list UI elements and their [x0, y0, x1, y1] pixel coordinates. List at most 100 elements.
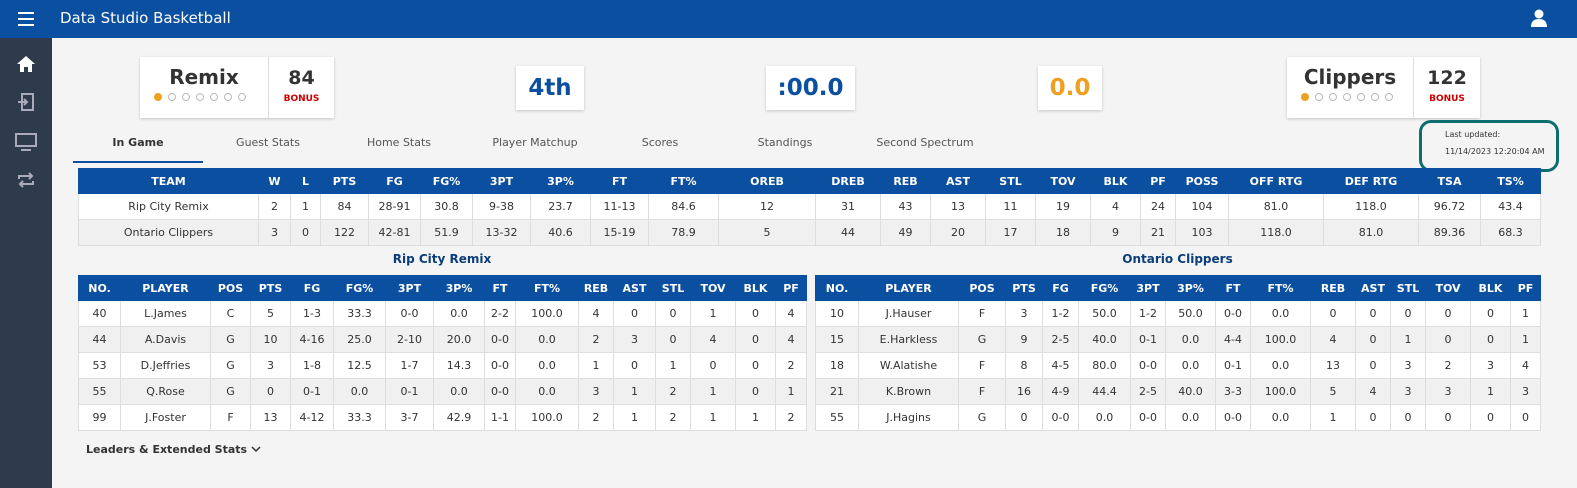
- monitor-icon[interactable]: [15, 133, 37, 151]
- column-header: FT%: [648, 168, 719, 194]
- table-cell: 0: [735, 352, 776, 379]
- column-header: PTS: [320, 168, 369, 194]
- table-cell: 2: [1425, 352, 1471, 379]
- table-cell: 4: [775, 300, 807, 327]
- column-header: PTS: [250, 275, 291, 301]
- tab[interactable]: Guest Stats: [236, 136, 300, 149]
- table-cell: 9: [1090, 219, 1141, 246]
- column-header: AST: [613, 275, 656, 301]
- column-header: AST: [930, 168, 986, 194]
- tab[interactable]: Standings: [757, 136, 813, 149]
- column-header: L: [290, 168, 321, 194]
- column-header: POSS: [1175, 168, 1229, 194]
- table-cell: 13: [1310, 352, 1356, 379]
- column-header: TOV: [1425, 275, 1471, 301]
- login-icon[interactable]: [17, 93, 35, 111]
- table-cell: W.Alatishe: [858, 352, 959, 379]
- table-cell: 0.0: [1165, 404, 1216, 431]
- table-cell: 0-0: [484, 378, 516, 405]
- table-row: 44 A.Davis G 10 4-16 25.0 2-10 20.0 0-0 0.0 2 3 0 4 0 4: [78, 326, 807, 353]
- table-row: 18 W.Alatishe F 8 4-5 80.0 0-0 0.0 0-1 0.0 13 0 3 2 3 4: [815, 352, 1541, 379]
- table-cell: 0-0: [484, 326, 516, 353]
- user-icon[interactable]: [1530, 9, 1548, 27]
- table-row: Rip City Remix 2 1 84 28-91 30.8 9-38 23.7 11-13…: [78, 193, 1541, 220]
- table-cell: 50.0: [1078, 300, 1131, 327]
- table-row: 55 J.Hagins G 0 0-0 0.0 0-0 0.0 0-0 0.0 1 0 0 0 0 0: [815, 404, 1541, 431]
- table-cell: G: [958, 404, 1006, 431]
- table-cell: 3: [1390, 352, 1426, 379]
- game-clock: :00.0: [766, 66, 855, 110]
- sync-icon[interactable]: [16, 171, 36, 189]
- column-header: 3PT: [385, 275, 434, 301]
- column-header: STL: [655, 275, 691, 301]
- column-header: AST: [1355, 275, 1391, 301]
- table-cell: 2: [578, 326, 614, 353]
- column-header: TOV: [1035, 168, 1091, 194]
- table-cell: 40: [78, 300, 121, 327]
- table-cell: 0.0: [515, 352, 579, 379]
- table-cell: 118.0: [1323, 193, 1419, 220]
- table-cell: 0-0: [1130, 352, 1166, 379]
- table-cell: 0.0: [1165, 326, 1216, 353]
- table-title: Rip City Remix: [392, 252, 492, 266]
- table-cell: Rip City Remix: [78, 193, 259, 220]
- table-cell: 21: [1140, 219, 1176, 246]
- table-cell: 33.3: [333, 404, 386, 431]
- home-icon[interactable]: [16, 55, 36, 73]
- table-cell: 0: [1470, 404, 1511, 431]
- extended-stats-link[interactable]: Leaders & Extended Stats: [86, 443, 261, 456]
- period: 4th: [516, 66, 584, 110]
- table-cell: 0: [1355, 326, 1391, 353]
- table-cell: 24: [1140, 193, 1176, 220]
- table-cell: 18: [1035, 219, 1091, 246]
- column-header: FG: [290, 275, 334, 301]
- table-cell: 55: [78, 378, 121, 405]
- table-cell: 0: [1425, 300, 1471, 327]
- table-cell: 103: [1175, 219, 1229, 246]
- table-cell: 2: [258, 193, 291, 220]
- table-cell: 31: [815, 193, 881, 220]
- tab[interactable]: Scores: [641, 136, 679, 149]
- table-cell: 16: [1005, 378, 1043, 405]
- column-header: 3P%: [1165, 275, 1216, 301]
- table-cell: Q.Rose: [120, 378, 211, 405]
- table-cell: 0: [655, 326, 691, 353]
- table-cell: 5: [1310, 378, 1356, 405]
- home-card: Clippers 122 BONUS: [1287, 57, 1480, 118]
- table-cell: 0-0: [1215, 300, 1251, 327]
- table-cell: 1: [1470, 378, 1511, 405]
- tab[interactable]: Second Spectrum: [876, 136, 974, 149]
- tab[interactable]: In Game: [112, 136, 164, 149]
- table-cell: 0: [690, 352, 736, 379]
- guest-name: Remix: [169, 65, 239, 89]
- table-cell: Ontario Clippers: [78, 219, 259, 246]
- table-cell: 0: [1355, 352, 1391, 379]
- column-header: TSA: [1418, 168, 1481, 194]
- table-cell: 1: [735, 404, 776, 431]
- table-cell: 12.5: [333, 352, 386, 379]
- column-header: FG: [1042, 275, 1079, 301]
- table-cell: 43: [880, 193, 931, 220]
- table-cell: 9-38: [472, 193, 531, 220]
- tab[interactable]: Player Matchup: [492, 136, 578, 149]
- table-cell: 3: [613, 326, 656, 353]
- table-cell: 0.0: [1078, 404, 1131, 431]
- chevron: [251, 446, 261, 453]
- table-cell: 15-19: [590, 219, 649, 246]
- table-cell: 4-9: [1042, 378, 1079, 405]
- column-header: FG%: [1078, 275, 1131, 301]
- table-cell: 4-4: [1215, 326, 1251, 353]
- column-header: W: [258, 168, 291, 194]
- table-cell: 3-7: [385, 404, 434, 431]
- table-cell: 0: [1510, 404, 1541, 431]
- table-cell: 5: [250, 300, 291, 327]
- menu-icon[interactable]: [18, 11, 36, 27]
- table-cell: 0: [1470, 300, 1511, 327]
- table-cell: F: [958, 300, 1006, 327]
- table-cell: G: [958, 326, 1006, 353]
- table-cell: 104: [1175, 193, 1229, 220]
- tab[interactable]: Home Stats: [366, 136, 432, 149]
- table-cell: 2: [775, 352, 807, 379]
- table-cell: C: [210, 300, 251, 327]
- table-cell: 1: [613, 404, 656, 431]
